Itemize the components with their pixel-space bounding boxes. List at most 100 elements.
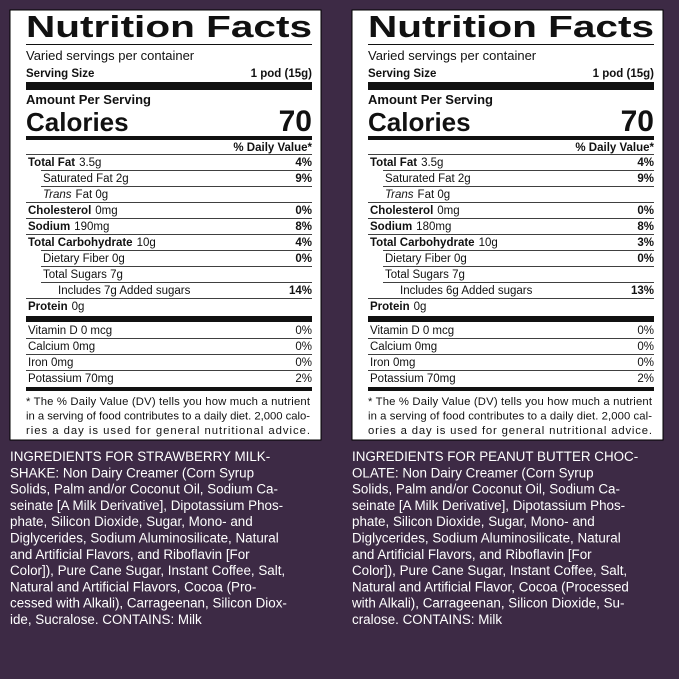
label-title: Nutrition Facts	[368, 9, 654, 44]
nutrient-amount: 180mg	[416, 221, 451, 233]
ingredients-line: Natural and Artificial Flavor, Cocoa (Pr…	[352, 579, 629, 594]
row-rule	[383, 266, 654, 267]
rule	[368, 370, 654, 371]
rule	[368, 44, 654, 45]
nutrient-amount: 0mg	[95, 205, 117, 217]
ingredients-line: Natural and Artificial Flavors, Cocoa (P…	[10, 579, 256, 594]
vitamin-dv: 0%	[637, 357, 654, 369]
amount-per-serving: Amount Per Serving	[26, 92, 151, 107]
label-box	[9, 9, 322, 441]
nutrient-amount: 10g	[137, 237, 156, 249]
vitamin-dv: 0%	[637, 341, 654, 353]
vitamin-name: Calcium 0mg	[28, 341, 95, 353]
nutrient-row: Total Sugars 7g	[43, 269, 123, 281]
nutrient-row: Trans Fat 0g	[385, 189, 450, 201]
rule	[26, 370, 312, 371]
ingredients-line: seinate [A Milk Derivative], Dipotassium…	[10, 498, 283, 513]
nutrient-row: Dietary Fiber 0g	[385, 253, 467, 265]
vitamin-name: Potassium 70mg	[28, 373, 114, 385]
nutrient-row: Total Sugars 7g	[385, 269, 465, 281]
nutrient-amount: 3.5g	[421, 157, 443, 169]
nutrient-name: Sodium	[370, 221, 412, 233]
nutrient-dv: 8%	[295, 221, 312, 233]
servings: Varied servings per container	[368, 48, 537, 63]
row-rule	[41, 170, 312, 171]
nutrient-name: Dietary Fiber 0g	[43, 253, 125, 265]
rule	[26, 316, 312, 322]
nutrient-name: Total Carbohydrate	[370, 237, 475, 249]
ingredients-line: Color]), Pure Cane Sugar, Instant Coffee…	[10, 563, 285, 578]
nutrient-name: Total Fat	[370, 157, 417, 169]
serving-size: 1 pod (15g)	[593, 68, 655, 80]
row-rule	[26, 234, 312, 235]
ingredients-line: seinate [A Milk Derivative], Dipotassium…	[352, 498, 625, 513]
vitamin-dv: 0%	[637, 325, 654, 337]
nutrient-name: Total Carbohydrate	[28, 237, 133, 249]
dv-header: % Daily Value*	[233, 142, 312, 154]
nutrient-row: Total Fat 3.5g	[28, 157, 101, 169]
vitamin-dv: 0%	[295, 325, 312, 337]
ingredients-line: Color]), Pure Cane Sugar, Instant Coffee…	[352, 563, 627, 578]
label-title: Nutrition Facts	[26, 9, 312, 44]
nutrient-name: Includes 6g Added sugars	[400, 285, 533, 297]
footnote-line: * The % Daily Value (DV) tells you how m…	[368, 396, 653, 408]
row-rule	[368, 298, 654, 299]
nutrient-dv: 8%	[637, 221, 654, 233]
nutrient-name: Dietary Fiber 0g	[385, 253, 467, 265]
ingredients-line: with Alkali), Carrageenan, Silicon Dioxi…	[351, 596, 624, 611]
nutrient-row: Includes 6g Added sugars	[400, 285, 533, 297]
nutrient-row: Includes 7g Added sugars	[58, 285, 191, 297]
rule	[26, 354, 312, 355]
vitamin-name: Potassium 70mg	[370, 373, 456, 385]
calories-label: Calories	[368, 107, 471, 137]
nutrient-name: Sodium	[28, 221, 70, 233]
nutrient-dv: 0%	[637, 205, 654, 217]
rule	[26, 387, 312, 391]
nutrient-name: Saturated Fat 2g	[385, 173, 471, 185]
nutrient-amount: 10g	[479, 237, 498, 249]
label-box	[351, 9, 664, 441]
nutrient-name: Total Sugars 7g	[385, 269, 465, 281]
rule	[368, 154, 654, 155]
serving-size-label: Serving Size	[26, 68, 94, 80]
nutrient-row: Saturated Fat 2g	[43, 173, 129, 185]
serving-size: 1 pod (15g)	[251, 68, 313, 80]
footnote-line: ories a day is used for general nutritio…	[368, 425, 652, 437]
vitamin-name: Calcium 0mg	[370, 341, 437, 353]
calories-value: 70	[621, 105, 654, 138]
ingredients-line: cralose. CONTAINS: Milk	[352, 612, 502, 627]
rule	[368, 354, 654, 355]
vitamin-dv: 2%	[295, 373, 312, 385]
calories-value: 70	[279, 105, 312, 138]
ingredients-line: phate, Silicon Dioxide, Sugar, Mono- and	[10, 514, 253, 529]
nutrient-name: Protein	[28, 301, 68, 313]
nutrient-row: Sodium 180mg	[370, 221, 451, 233]
nutrient-name: Trans	[385, 189, 414, 201]
nutrient-dv: 9%	[637, 173, 654, 185]
nutrient-dv: 4%	[295, 237, 312, 249]
vitamin-name: Vitamin D 0 mcg	[370, 325, 454, 337]
nutrient-amount: 0g	[414, 301, 427, 313]
row-rule	[383, 186, 654, 187]
nutrient-dv: 4%	[637, 157, 654, 169]
vitamin-name: Vitamin D 0 mcg	[28, 325, 112, 337]
nutrient-amount: 0g	[72, 301, 85, 313]
row-rule	[383, 282, 654, 283]
nutrient-row: Total Carbohydrate 10g	[28, 237, 156, 249]
vitamin-name: Iron 0mg	[370, 357, 415, 369]
rule	[26, 338, 312, 339]
nutrient-row: Protein 0g	[28, 301, 84, 313]
ingredients-line: Solids, Palm and/or Coconut Oil, Sodium …	[352, 482, 620, 497]
row-rule	[26, 202, 312, 203]
nutrient-amount: Fat 0g	[418, 189, 451, 201]
nutrient-name: Saturated Fat 2g	[43, 173, 129, 185]
nutrient-amount: Fat 0g	[76, 189, 109, 201]
ingredients-line: Solids, Palm and/or Coconut Oil, Sodium …	[10, 482, 278, 497]
nutrient-dv: 4%	[295, 157, 312, 169]
ingredients-line: Diglycerides, Sodium Aluminosilicate, Na…	[352, 531, 621, 546]
nutrient-name: Total Fat	[28, 157, 75, 169]
nutrient-row: Total Fat 3.5g	[370, 157, 443, 169]
ingredients-line: and Artificial Flavors, and Riboflavin […	[352, 547, 592, 562]
nutrient-name: Cholesterol	[370, 205, 433, 217]
